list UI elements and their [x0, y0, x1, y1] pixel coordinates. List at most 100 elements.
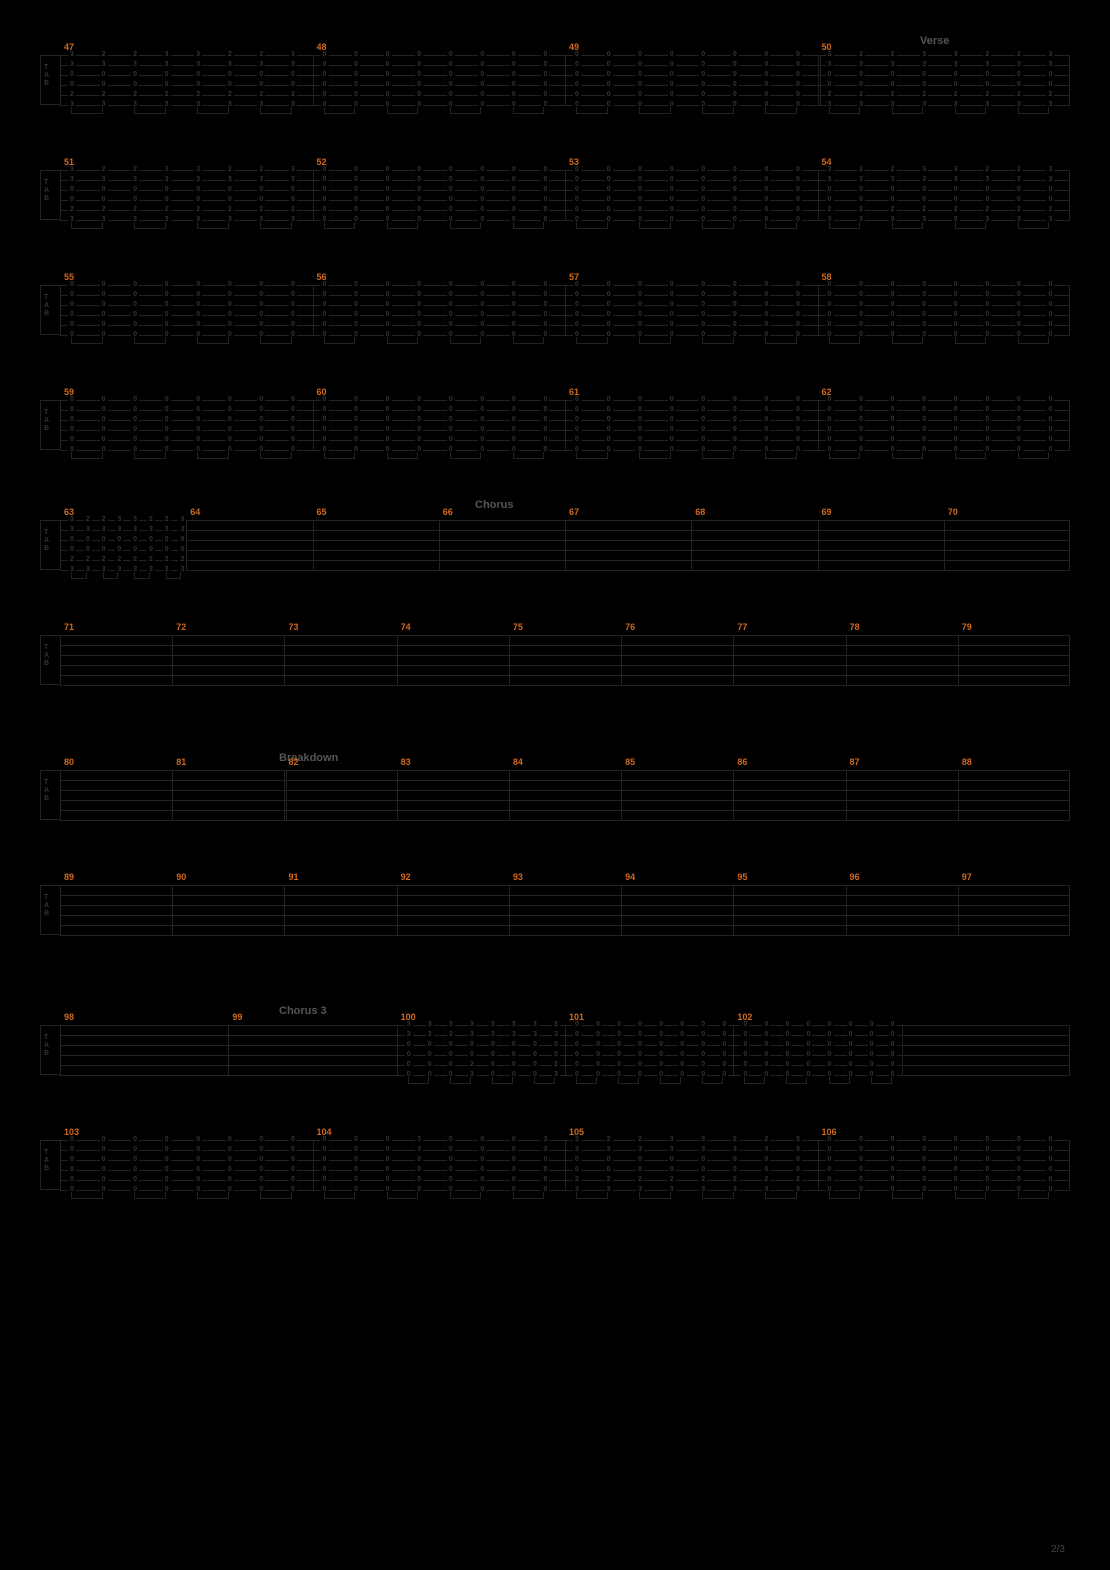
barline — [60, 635, 61, 685]
beam — [639, 107, 671, 114]
barline — [818, 520, 819, 570]
measure-number: 91 — [288, 872, 298, 882]
barline — [958, 635, 959, 685]
measure-number: 90 — [176, 872, 186, 882]
beam — [103, 572, 119, 579]
measure-number: 84 — [513, 757, 523, 767]
beam — [1018, 452, 1050, 459]
barline — [60, 170, 61, 220]
barline — [313, 1140, 314, 1190]
barline — [846, 770, 847, 820]
barline — [60, 285, 61, 335]
barline — [60, 770, 61, 820]
beam — [166, 572, 182, 579]
tab-line: TAB899091929394959697 — [40, 885, 1070, 935]
beam — [955, 1192, 987, 1199]
barline — [1069, 770, 1070, 820]
beam — [618, 1077, 639, 1084]
beam — [576, 1192, 608, 1199]
beam — [387, 337, 419, 344]
section-label: Verse — [920, 35, 949, 47]
beam — [1018, 222, 1050, 229]
beam — [955, 222, 987, 229]
measure-number: 88 — [962, 757, 972, 767]
beam — [197, 337, 229, 344]
beam — [702, 107, 734, 114]
beam — [134, 107, 166, 114]
tab-line: TAB9899100101102330000330000330000330023… — [40, 1025, 1070, 1075]
beam — [765, 1192, 797, 1199]
barline — [846, 635, 847, 685]
beam — [829, 1192, 861, 1199]
measure-number: 95 — [737, 872, 747, 882]
beam — [260, 452, 292, 459]
tab-clef: TAB — [40, 285, 60, 335]
beam — [576, 107, 608, 114]
beam — [387, 107, 419, 114]
beam — [387, 452, 419, 459]
beam — [197, 452, 229, 459]
beam — [639, 452, 671, 459]
barline — [313, 400, 314, 450]
barline — [565, 1140, 566, 1190]
beam — [513, 452, 545, 459]
beam — [324, 337, 356, 344]
tab-line: TAB808182838485868788 — [40, 770, 1070, 820]
beam — [260, 1192, 292, 1199]
barline — [509, 770, 510, 820]
barline — [1069, 55, 1070, 105]
beam — [450, 1077, 471, 1084]
beam — [324, 1192, 356, 1199]
beam — [513, 1192, 545, 1199]
beam — [134, 1192, 166, 1199]
barline — [621, 635, 622, 685]
beam — [955, 337, 987, 344]
measure-number: 67 — [569, 507, 579, 517]
beam — [134, 452, 166, 459]
barline — [944, 520, 945, 570]
barline — [1069, 635, 1070, 685]
measure-number: 85 — [625, 757, 635, 767]
beam — [892, 1192, 924, 1199]
barline — [621, 770, 622, 820]
beam — [260, 222, 292, 229]
barline — [818, 1140, 819, 1190]
beam — [639, 337, 671, 344]
beam — [765, 452, 797, 459]
beam — [829, 222, 861, 229]
beam — [197, 107, 229, 114]
beam — [829, 1077, 850, 1084]
measure-number: 81 — [176, 757, 186, 767]
barline — [733, 635, 734, 685]
barline — [284, 770, 287, 820]
beam — [892, 452, 924, 459]
tab-line: TAB717273747576777879 — [40, 635, 1070, 685]
page-number: 2/3 — [1051, 1544, 1065, 1555]
tab-line: TAB1031041051060000000000000000000000000… — [40, 1140, 1070, 1190]
measure-number: 87 — [850, 757, 860, 767]
barline — [565, 285, 566, 335]
barline — [60, 55, 61, 105]
beam — [71, 107, 103, 114]
barline — [313, 170, 314, 220]
barline — [60, 885, 61, 935]
beam — [702, 222, 734, 229]
tab-line: TAB5960616200000000000000000000000000000… — [40, 400, 1070, 450]
section-label: Chorus — [475, 499, 514, 511]
measure-number: 96 — [850, 872, 860, 882]
beam — [450, 337, 482, 344]
measure-number: 65 — [317, 507, 327, 517]
beam — [324, 452, 356, 459]
measure-number: 86 — [737, 757, 747, 767]
measure-number: 78 — [850, 622, 860, 632]
barline — [509, 885, 510, 935]
beam — [702, 1192, 734, 1199]
barline — [691, 520, 692, 570]
tab-clef: TAB — [40, 1140, 60, 1190]
barline — [172, 885, 173, 935]
measure-number: 92 — [401, 872, 411, 882]
beam — [197, 222, 229, 229]
beam — [71, 572, 87, 579]
measure-number: 82 — [288, 757, 298, 767]
beam — [450, 222, 482, 229]
